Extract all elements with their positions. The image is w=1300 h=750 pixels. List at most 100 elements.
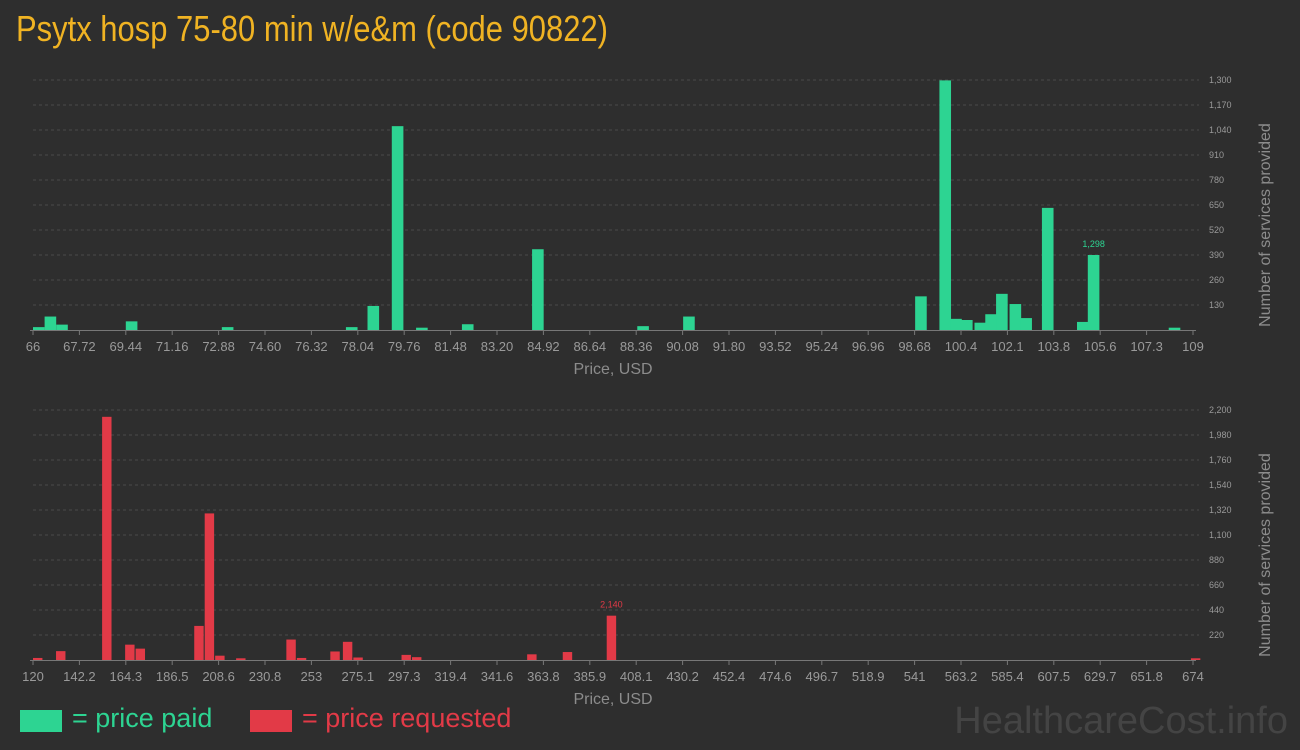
x-tick-label: 76.32 xyxy=(295,339,328,354)
x-tick-label: 253 xyxy=(301,669,323,684)
bar xyxy=(236,658,246,660)
x-tick-label: 103.8 xyxy=(1038,339,1071,354)
y-tick-label: 1,760 xyxy=(1209,455,1232,465)
x-tick-label: 164.3 xyxy=(110,669,143,684)
bar xyxy=(367,305,380,330)
x-tick-label: 385.9 xyxy=(574,669,607,684)
bar xyxy=(391,126,404,331)
x-tick-label: 430.2 xyxy=(666,669,699,684)
bar xyxy=(939,80,952,330)
x-tick-label: 107.3 xyxy=(1130,339,1163,354)
x-tick-label: 651.8 xyxy=(1130,669,1163,684)
bar xyxy=(1087,255,1100,330)
x-tick-label: 541 xyxy=(904,669,926,684)
x-tick-label: 91.80 xyxy=(713,339,746,354)
x-tick-label: 230.8 xyxy=(249,669,282,684)
x-tick-label: 474.6 xyxy=(759,669,792,684)
x-tick-label: 88.36 xyxy=(620,339,653,354)
bar xyxy=(44,316,57,330)
bar xyxy=(102,416,112,660)
bar xyxy=(204,513,215,660)
legend-label-paid: = price paid xyxy=(72,703,213,733)
x-tick-label: 186.5 xyxy=(156,669,189,684)
bar xyxy=(950,318,962,330)
bar xyxy=(411,657,422,660)
bar xyxy=(401,654,411,660)
bar xyxy=(1020,318,1032,330)
bar xyxy=(1009,304,1022,330)
x-tick-label: 83.20 xyxy=(481,339,514,354)
bar xyxy=(296,657,307,660)
bar xyxy=(1041,207,1054,330)
bar xyxy=(974,322,987,330)
x-tick-label: 74.60 xyxy=(249,339,282,354)
y-tick-label: 130 xyxy=(1209,300,1224,310)
x-tick-label: 674 xyxy=(1182,669,1204,684)
y-tick-label: 260 xyxy=(1209,275,1224,285)
bar xyxy=(56,651,66,660)
x-tick-label: 84.92 xyxy=(527,339,560,354)
watermark: HealthcareCost.info xyxy=(954,700,1288,742)
x-tick-label: 69.44 xyxy=(110,339,143,354)
x-tick-label: 78.04 xyxy=(342,339,375,354)
bar xyxy=(194,625,204,660)
y-tick-label: 520 xyxy=(1209,225,1224,235)
x-tick-label: 142.2 xyxy=(63,669,96,684)
y-tick-label: 390 xyxy=(1209,250,1224,260)
y-tick-label: 1,540 xyxy=(1209,480,1232,490)
x-tick-label: 100.4 xyxy=(945,339,978,354)
paid-price-histogram: 130 260 390 520 650 780 910 1,040 1,170 1,300 1,29… xyxy=(26,75,1274,378)
x-axis-title: Price, USD xyxy=(573,361,652,378)
x-tick-label: 81.48 xyxy=(434,339,467,354)
peak-data-label: 1,298 xyxy=(1082,239,1105,249)
legend-label-requested: = price requested xyxy=(302,703,512,733)
bar xyxy=(56,324,68,330)
x-tick-label: 95.24 xyxy=(806,339,839,354)
bar xyxy=(221,327,234,330)
x-tick-label: 79.76 xyxy=(388,339,421,354)
bar xyxy=(345,327,358,330)
requested-price-histogram: 220 440 660 880 1,100 1,320 1,540 1,760 1,980 2,2… xyxy=(22,405,1274,708)
peak-data-label: 2,140 xyxy=(600,600,623,610)
bar xyxy=(286,639,296,660)
x-tick-label: 563.2 xyxy=(945,669,978,684)
bar xyxy=(527,654,537,660)
x-tick-label: 102.1 xyxy=(991,339,1024,354)
y-tick-label: 780 xyxy=(1209,175,1224,185)
x-tick-label: 518.9 xyxy=(852,669,885,684)
y-tick-label: 1,170 xyxy=(1209,100,1232,110)
bar xyxy=(125,644,135,660)
legend-swatch-requested xyxy=(250,710,292,732)
bar xyxy=(1168,327,1181,330)
x-tick-label: 71.16 xyxy=(156,339,189,354)
x-tick-label: 109 xyxy=(1182,339,1204,354)
y-axis-title: Number of services provided xyxy=(1257,453,1274,657)
x-tick-label: 297.3 xyxy=(388,669,421,684)
bar xyxy=(215,655,225,660)
x-tick-label: 86.64 xyxy=(574,339,607,354)
x-tick-label: 585.4 xyxy=(991,669,1024,684)
y-tick-label: 1,300 xyxy=(1209,75,1232,85)
y-tick-label: 1,100 xyxy=(1209,530,1232,540)
bar xyxy=(416,327,428,330)
x-tick-label: 208.6 xyxy=(202,669,235,684)
x-tick-label: 96.96 xyxy=(852,339,885,354)
x-tick-label: 607.5 xyxy=(1038,669,1071,684)
bar xyxy=(562,652,573,660)
y-tick-label: 650 xyxy=(1209,200,1224,210)
x-tick-label: 319.4 xyxy=(434,669,467,684)
bar xyxy=(1190,658,1201,660)
x-tick-label: 66 xyxy=(26,339,40,354)
x-tick-label: 341.6 xyxy=(481,669,514,684)
bar xyxy=(330,651,340,660)
legend-swatch-paid xyxy=(20,710,62,732)
bar xyxy=(135,648,146,660)
y-tick-label: 880 xyxy=(1209,555,1224,565)
x-tick-label: 93.52 xyxy=(759,339,792,354)
bar xyxy=(996,293,1008,330)
bar xyxy=(915,296,927,330)
y-axis-title: Number of services provided xyxy=(1257,123,1274,327)
x-tick-label: 629.7 xyxy=(1084,669,1117,684)
y-tick-label: 2,200 xyxy=(1209,405,1232,415)
x-tick-label: 408.1 xyxy=(620,669,653,684)
